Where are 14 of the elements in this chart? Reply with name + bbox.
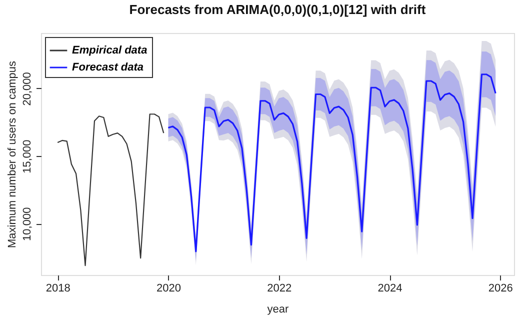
x-axis-title: year xyxy=(267,304,290,316)
x-tick-label: 2020 xyxy=(156,282,181,294)
legend-label: Empirical data xyxy=(72,44,148,56)
y-tick-label: 15,000 xyxy=(22,140,34,174)
x-tick-label: 2026 xyxy=(488,282,513,294)
y-tick-label: 20,000 xyxy=(22,72,34,106)
x-tick-label: 2018 xyxy=(46,282,70,294)
x-tick-label: 2022 xyxy=(267,282,292,294)
line-series xyxy=(57,114,164,266)
y-axis-title: Maximum number of users on campus xyxy=(6,60,18,248)
x-tick-label: 2024 xyxy=(378,282,402,294)
y-tick-label: 10,000 xyxy=(22,207,34,241)
legend-label: Forecast data xyxy=(72,62,144,74)
chart-title: Forecasts from ARIMA(0,0,0)(0,1,0)[12] with drift xyxy=(129,2,426,17)
